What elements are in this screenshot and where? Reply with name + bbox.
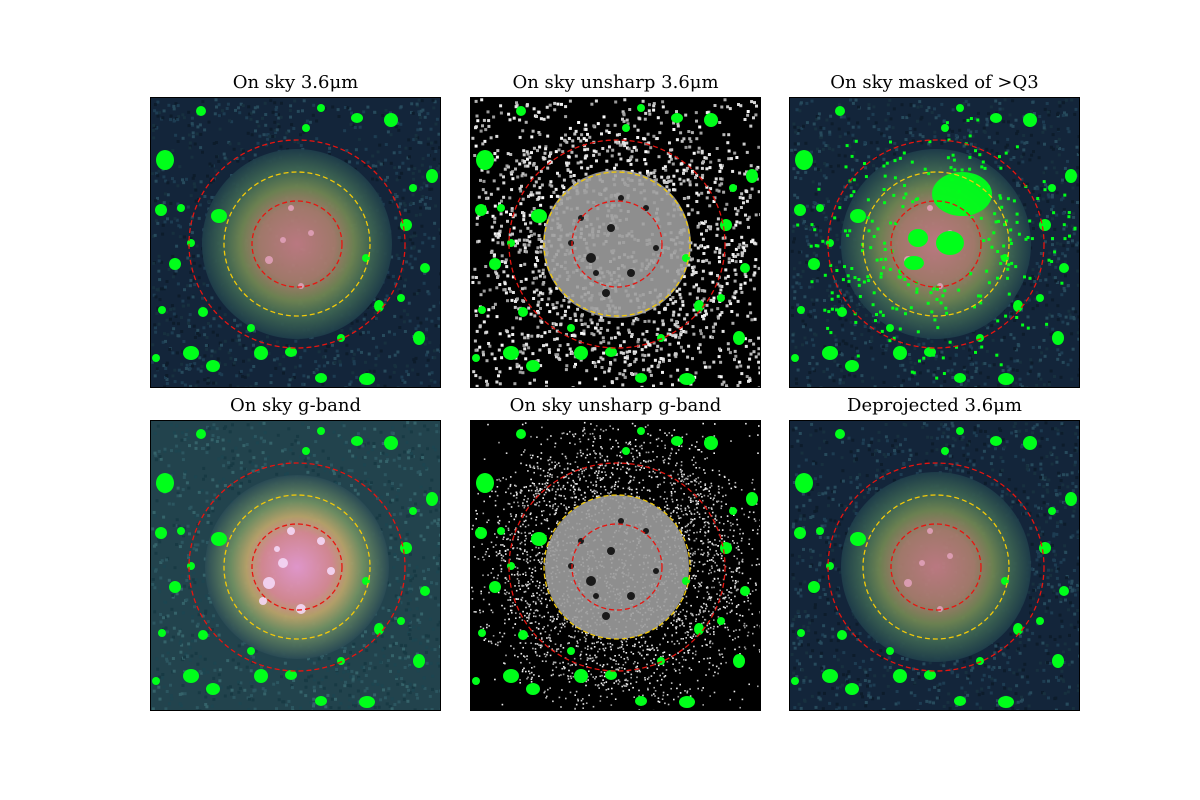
panel-on-sky-g-band: On sky g-band bbox=[150, 395, 441, 713]
panel-title: On sky unsharp 3.6μm bbox=[512, 72, 719, 93]
panel-image bbox=[150, 420, 441, 711]
panel-image bbox=[150, 97, 441, 388]
panel-image bbox=[470, 97, 761, 388]
panel-title: On sky masked of >Q3 bbox=[830, 72, 1039, 93]
panel-on-sky-unsharp-3.6um: On sky unsharp 3.6μm bbox=[470, 72, 761, 390]
panel-title: On sky 3.6μm bbox=[232, 72, 359, 93]
panel-image-svg bbox=[471, 98, 760, 387]
panel-on-sky-unsharp-g-band: On sky unsharp g-band bbox=[470, 395, 761, 713]
panel-image-svg bbox=[471, 421, 760, 710]
panel-on-sky-3.6um: On sky 3.6μm bbox=[150, 72, 441, 390]
panel-title: On sky unsharp g-band bbox=[509, 395, 722, 416]
panel-image-svg bbox=[790, 98, 1079, 387]
panel-deprojected-3.6um: Deprojected 3.6μm bbox=[789, 395, 1080, 713]
panel-on-sky-masked-q3: On sky masked of >Q3 bbox=[789, 72, 1080, 390]
panel-image bbox=[789, 420, 1080, 711]
panel-image-svg bbox=[790, 421, 1079, 710]
panel-title: Deprojected 3.6μm bbox=[847, 395, 1022, 416]
panel-image bbox=[470, 420, 761, 711]
panel-image-svg bbox=[151, 98, 440, 387]
panel-image-svg bbox=[151, 421, 440, 710]
panel-image bbox=[789, 97, 1080, 388]
panel-title: On sky g-band bbox=[229, 395, 362, 416]
